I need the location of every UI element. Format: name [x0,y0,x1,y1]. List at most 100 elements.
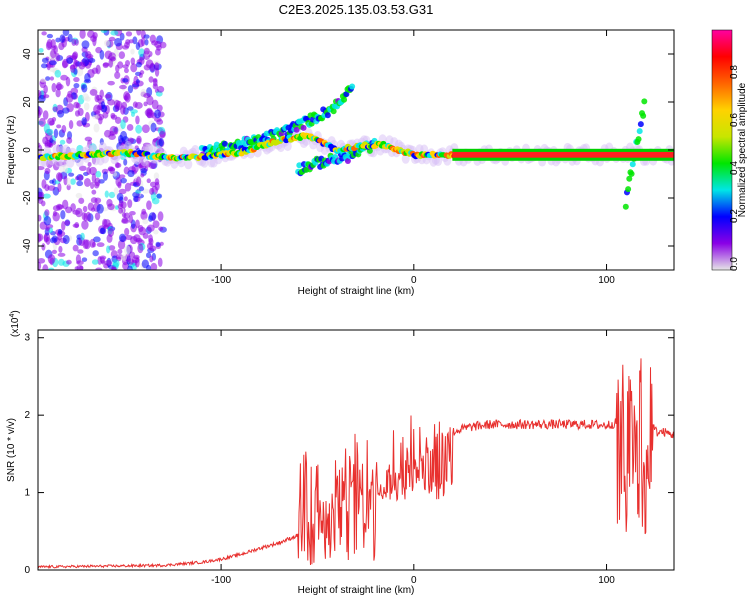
noise-speck [66,259,72,265]
noise-speck [75,192,83,199]
noise-speck [153,172,160,180]
snr-x-label: Height of straight line (km) [298,585,415,596]
noise-speck [45,76,51,81]
colorbar-tick-label: 0.0 [729,257,740,271]
noise-speck [95,170,102,178]
noise-speck [141,124,150,134]
noise-speck [136,135,142,145]
noise-speck [124,253,131,262]
noise-speck [146,242,154,250]
noise-speck [122,78,129,83]
snr-scale-base: (x10 [10,317,21,337]
noise-speck [159,41,167,49]
noise-speck [62,60,68,69]
noise-speck [114,103,120,112]
noise-speck [52,212,60,222]
noise-speck [124,227,130,236]
noise-speck [126,124,134,131]
ridge-halo [184,159,193,170]
x-tick-label: -100 [211,275,231,286]
branch-3-blob [625,186,632,193]
noise-speck [57,252,66,257]
noise-speck [156,85,165,93]
noise-speck [78,174,84,181]
noise-speck [44,167,51,175]
noise-speck [55,37,61,43]
noise-speck [146,224,155,232]
noise-speck [124,245,131,255]
noise-speck [52,106,58,112]
noise-speck [124,92,131,103]
snr-scale-note: (x104) [9,310,21,337]
noise-speck [60,210,66,220]
noise-speck [122,64,129,69]
noise-speck [94,212,101,221]
noise-speck [118,207,124,214]
noise-speck [137,243,144,254]
noise-speck [62,30,70,37]
noise-speck [146,200,152,210]
noise-speck [73,82,80,89]
noise-speck [128,39,134,44]
noise-speck [121,212,127,218]
noise-speck [113,187,119,196]
noise-speck [107,203,115,211]
x-tick-label: -100 [211,575,231,586]
noise-speck [156,119,164,125]
noise-speck [103,39,110,47]
spectrogram-x-ticks: -100 0 100 [211,30,615,286]
noise-speck [74,110,80,117]
noise-speck [156,193,163,199]
branch-1-blob [343,91,350,98]
noise-speck [118,174,126,179]
noise-speck [51,178,57,186]
noise-speck [81,220,89,230]
y-tick-label: 20 [22,96,33,108]
noise-speck [130,235,138,245]
colorbar-ticks: 0.0 0.2 0.4 0.6 0.8 [729,65,740,271]
noise-speck [60,74,68,81]
noise-speck [62,107,70,114]
noise-speck [132,101,138,108]
noise-speck [149,187,155,195]
noise-speck [70,203,76,212]
noise-speck [50,45,57,51]
noise-speck [154,178,160,186]
noise-speck [102,171,108,181]
noise-speck [44,209,50,217]
noise-speck [68,120,74,130]
y-tick-label: 1 [24,488,30,499]
branch-1-blob [213,141,220,148]
noise-speck [103,129,112,138]
noise-speck [96,242,105,248]
noise-speck [41,200,46,207]
noise-speck [70,178,76,185]
noise-speck [38,47,44,53]
noise-speck [143,47,150,55]
noise-speck [148,76,154,83]
noise-speck [73,101,80,109]
y-tick-label: -40 [22,238,33,253]
branch-1-blob [330,108,337,115]
noise-speck [62,234,70,245]
noise-speck [38,117,46,127]
ridge-halo [283,141,292,152]
branch-3-blob [641,98,648,105]
noise-speck [82,239,89,250]
noise-speck [42,264,49,270]
noise-speck [135,124,143,134]
noise-speck [58,42,65,51]
noise-speck [145,59,154,69]
branch-2-blob [344,158,351,165]
noise-speck [121,101,128,109]
noise-speck [136,176,142,187]
noise-speck [48,267,55,270]
noise-speck [159,130,166,138]
noise-speck [118,199,124,207]
noise-speck [135,79,140,84]
noise-speck [81,212,86,221]
noise-speck [57,228,63,235]
noise-speck [120,254,127,261]
noise-speck [135,61,142,68]
noise-speck [138,226,147,236]
